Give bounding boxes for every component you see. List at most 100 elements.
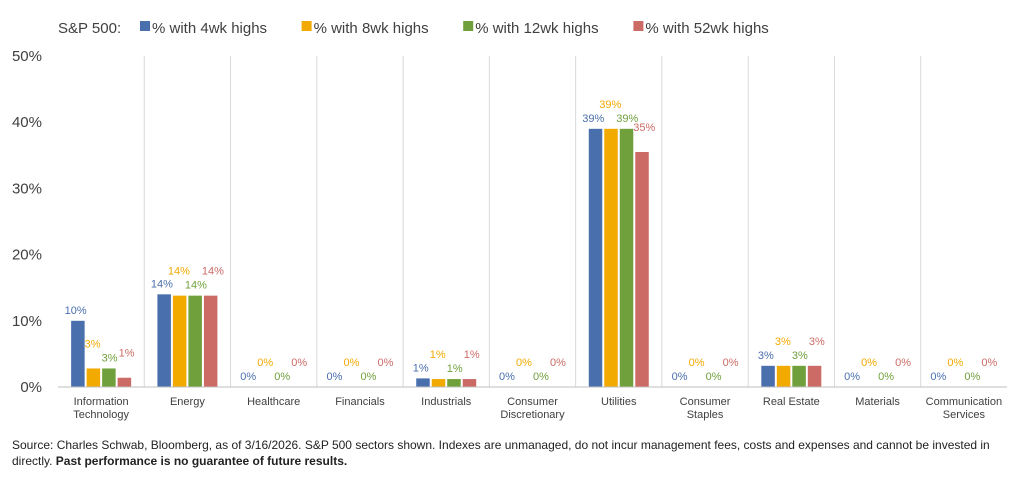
data-label: 0% xyxy=(378,357,394,369)
y-tick-label: 10% xyxy=(12,313,42,330)
data-label: 1% xyxy=(119,348,135,360)
x-tick-label: Materials xyxy=(855,396,900,408)
data-label: 0% xyxy=(706,371,722,383)
data-label: 1% xyxy=(447,363,463,375)
x-tick-line: Utilities xyxy=(601,396,637,408)
bar-2 xyxy=(86,368,101,387)
x-tick-label: Healthcare xyxy=(247,396,300,408)
data-label: 35% xyxy=(633,122,655,134)
data-label: 0% xyxy=(257,357,273,369)
x-tick-label: Utilities xyxy=(601,396,637,408)
data-label: 1% xyxy=(464,349,480,361)
data-label: 0% xyxy=(981,357,997,369)
y-axis: 0% 10% 20% 30% 40% 50% xyxy=(12,48,42,396)
bar-1 xyxy=(157,294,171,387)
data-label: 3% xyxy=(85,338,101,350)
bar-3 xyxy=(102,368,116,387)
x-tick-label: Financials xyxy=(335,396,385,408)
x-tick-line: Industrials xyxy=(421,396,472,408)
data-label: 0% xyxy=(291,357,307,369)
bar-3 xyxy=(188,295,202,387)
source-note: Source: Charles Schwab, Bloomberg, as of… xyxy=(12,437,1012,469)
data-labels: 10%3%3% 1%14%14%14%14%0%0%0%0%0%0%0%0% 1%1… xyxy=(65,99,998,383)
data-label: 14% xyxy=(202,266,224,278)
data-label: 3% xyxy=(809,336,825,348)
data-label: 14% xyxy=(151,278,173,290)
data-label: 0% xyxy=(930,371,946,383)
legend-swatch-4 xyxy=(633,21,644,31)
data-label: 0% xyxy=(878,371,894,383)
x-tick-label: Industrials xyxy=(421,396,472,408)
data-label: 1% xyxy=(430,349,446,361)
data-label: 3% xyxy=(792,350,808,362)
x-tick-line: Materials xyxy=(855,396,900,408)
data-label: 39% xyxy=(599,99,621,111)
legend-label-2: % with 8wk highs xyxy=(314,20,429,37)
data-label: 0% xyxy=(533,371,549,383)
x-tick-line: Staples xyxy=(687,409,724,421)
x-tick-label: Real Estate xyxy=(763,396,820,408)
bar-2 xyxy=(172,295,187,387)
x-tick-label: Energy xyxy=(170,396,205,408)
x-axis: Information Technology Energy Healthcare Fin… xyxy=(58,386,1007,421)
data-label: 39% xyxy=(616,113,638,125)
data-label: 39% xyxy=(582,113,604,125)
legend-label-3: % with 12wk highs xyxy=(475,20,598,37)
data-label: 0% xyxy=(861,357,877,369)
bar-1 xyxy=(761,365,775,387)
x-tick-line: Consumer xyxy=(507,396,558,408)
x-tick-line: Healthcare xyxy=(247,396,300,408)
bar-4 xyxy=(807,365,822,387)
y-tick-label: 0% xyxy=(20,379,42,396)
bar-chart: S&P 500: % with 4wk highs % with 8wk high… xyxy=(12,20,1007,421)
x-tick-line: Discretionary xyxy=(500,409,565,421)
data-label: 0% xyxy=(895,357,911,369)
data-label: 14% xyxy=(168,266,190,278)
data-label: 0% xyxy=(723,357,739,369)
bar-3 xyxy=(792,365,806,387)
bar-1 xyxy=(71,320,85,387)
data-label: 0% xyxy=(550,357,566,369)
legend-swatch-3 xyxy=(463,21,474,31)
bar-2 xyxy=(776,365,791,387)
data-label: 0% xyxy=(361,371,377,383)
data-label: 0% xyxy=(240,371,256,383)
legend-label-1: % with 4wk highs xyxy=(152,20,267,37)
bar-4 xyxy=(117,377,132,387)
data-label: 1% xyxy=(413,362,429,374)
y-tick-label: 40% xyxy=(12,114,42,131)
data-label: 10% xyxy=(65,305,87,317)
data-label: 0% xyxy=(344,357,360,369)
bar-3 xyxy=(447,379,461,387)
bar-2 xyxy=(604,128,618,387)
bar-2 xyxy=(431,379,446,387)
source-text: Source: Charles Schwab, Bloomberg, as of… xyxy=(12,438,990,468)
category-separators xyxy=(143,56,922,387)
legend-label-4: % with 52wk highs xyxy=(645,20,768,37)
bars xyxy=(71,128,822,387)
bar-4 xyxy=(635,151,649,387)
data-label: 0% xyxy=(274,371,290,383)
data-label: 3% xyxy=(775,336,791,348)
data-label: 0% xyxy=(689,357,705,369)
x-tick-line: Consumer xyxy=(680,396,731,408)
y-tick-label: 30% xyxy=(12,180,42,197)
data-label: 0% xyxy=(844,371,860,383)
data-label: 3% xyxy=(102,352,118,364)
x-tick-line: Communication xyxy=(926,396,1002,408)
data-label: 0% xyxy=(499,371,515,383)
y-tick-label: 50% xyxy=(12,48,42,65)
x-tick-line: Information xyxy=(74,396,129,408)
data-label: 0% xyxy=(672,371,688,383)
data-label: 0% xyxy=(516,357,532,369)
x-tick-line: Energy xyxy=(170,396,205,408)
bar-1 xyxy=(416,378,430,387)
legend-swatch-1 xyxy=(140,21,150,31)
data-label: 0% xyxy=(964,371,980,383)
bar-4 xyxy=(462,379,477,387)
legend: % with 4wk highs % with 8wk highs % with 1… xyxy=(140,20,769,37)
chart-title: S&P 500: xyxy=(58,20,121,37)
x-tick-label: Communication Services xyxy=(926,396,1002,421)
x-tick-label: Consumer Discretionary xyxy=(500,396,565,421)
x-tick-line: Services xyxy=(943,409,986,421)
